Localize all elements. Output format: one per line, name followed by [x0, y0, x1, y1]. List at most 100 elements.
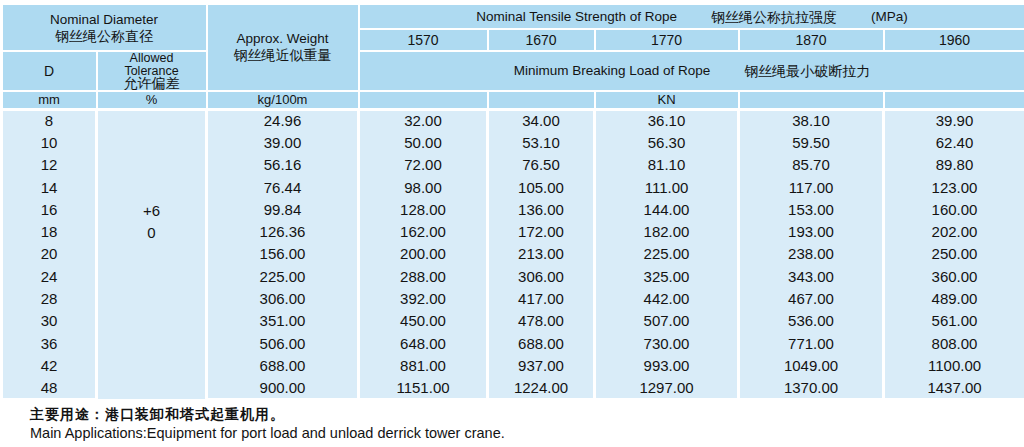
- unit-mm-cell: mm: [2, 91, 97, 110]
- cell-weight: 351.00: [207, 310, 359, 332]
- cell-weight: 24.96: [207, 109, 359, 131]
- cell-breaking-load: 993.00: [595, 354, 739, 376]
- cell-breaking-load: 76.50: [488, 154, 595, 176]
- header-approx-weight: Approx. Weight 钢丝绳近似重量: [207, 4, 359, 91]
- strength-grade-1870: 1870: [739, 29, 884, 51]
- cell-weight: 306.00: [207, 287, 359, 309]
- header-tensile-strength-title: Nominal Tensile Strength of Rope 钢丝绳公称抗拉…: [359, 4, 1024, 29]
- strength-grade-1770: 1770: [595, 29, 739, 51]
- cell-breaking-load: 1370.00: [739, 377, 884, 399]
- cell-weight: 900.00: [207, 377, 359, 399]
- table-row: 8+6024.9632.0034.0036.1038.1039.90: [2, 109, 1024, 131]
- footer-usage-en: Main Applications:Equipment for port loa…: [30, 424, 990, 443]
- cell-weight: 56.16: [207, 154, 359, 176]
- strength-grade-1670: 1670: [488, 29, 595, 51]
- unit-empty-cell: [884, 91, 1024, 110]
- tolerance-value-plus: +6: [98, 200, 205, 222]
- cell-breaking-load: 32.00: [359, 109, 488, 131]
- cell-breaking-load: 111.00: [595, 176, 739, 198]
- cell-breaking-load: 561.00: [884, 310, 1024, 332]
- cell-breaking-load: 182.00: [595, 220, 739, 242]
- cell-breaking-load: 881.00: [359, 354, 488, 376]
- cell-diameter: 30: [2, 310, 97, 332]
- cell-diameter: 24: [2, 265, 97, 287]
- unit-empty-cell: [488, 91, 595, 110]
- approx-weight-en: Approx. Weight: [208, 31, 358, 47]
- cell-breaking-load: 160.00: [884, 198, 1024, 220]
- cell-breaking-load: 808.00: [884, 332, 1024, 354]
- cell-breaking-load: 730.00: [595, 332, 739, 354]
- cell-breaking-load: 1100.00: [884, 354, 1024, 376]
- cell-breaking-load: 72.00: [359, 154, 488, 176]
- cell-breaking-load: 648.00: [359, 332, 488, 354]
- cell-diameter: 14: [2, 176, 97, 198]
- cell-weight: 39.00: [207, 131, 359, 153]
- tensile-title-zh: 钢丝绳公称抗拉强度: [711, 9, 837, 25]
- cell-breaking-load: 123.00: [884, 176, 1024, 198]
- cell-breaking-load: 136.00: [488, 198, 595, 220]
- tolerance-label-zh: 允许偏差: [98, 77, 206, 90]
- cell-breaking-load: 771.00: [739, 332, 884, 354]
- cell-breaking-load: 153.00: [739, 198, 884, 220]
- header-allowed-tolerance: Allowed Tolerance 允许偏差: [97, 51, 207, 91]
- cell-diameter: 8: [2, 109, 97, 131]
- cell-weight: 76.44: [207, 176, 359, 198]
- cell-breaking-load: 1437.00: [884, 377, 1024, 399]
- cell-diameter: 12: [2, 154, 97, 176]
- cell-diameter: 16: [2, 198, 97, 220]
- cell-diameter: 10: [2, 131, 97, 153]
- cell-breaking-load: 81.10: [595, 154, 739, 176]
- cell-breaking-load: 450.00: [359, 310, 488, 332]
- cell-weight: 99.84: [207, 198, 359, 220]
- cell-breaking-load: 117.00: [739, 176, 884, 198]
- cell-breaking-load: 59.50: [739, 131, 884, 153]
- page: Nominal Diameter 钢丝绳公称直径 Approx. Weight …: [0, 0, 1024, 447]
- cell-weight: 506.00: [207, 332, 359, 354]
- cell-breaking-load: 507.00: [595, 310, 739, 332]
- cell-weight: 156.00: [207, 243, 359, 265]
- cell-breaking-load: 98.00: [359, 176, 488, 198]
- unit-weight-cell: kg/100m: [207, 91, 359, 110]
- cell-diameter: 20: [2, 243, 97, 265]
- cell-breaking-load: 162.00: [359, 220, 488, 242]
- cell-breaking-load: 128.00: [359, 198, 488, 220]
- unit-empty-cell: [739, 91, 884, 110]
- cell-breaking-load: 193.00: [739, 220, 884, 242]
- cell-diameter: 18: [2, 220, 97, 242]
- cell-breaking-load: 1049.00: [739, 354, 884, 376]
- cell-breaking-load: 38.10: [739, 109, 884, 131]
- header-nominal-diameter: Nominal Diameter 钢丝绳公称直径: [2, 4, 207, 51]
- cell-breaking-load: 36.10: [595, 109, 739, 131]
- cell-breaking-load: 325.00: [595, 265, 739, 287]
- cell-breaking-load: 417.00: [488, 287, 595, 309]
- cell-breaking-load: 225.00: [595, 243, 739, 265]
- cell-breaking-load: 202.00: [884, 220, 1024, 242]
- cell-breaking-load: 1151.00: [359, 377, 488, 399]
- tolerance-value-zero: 0: [98, 222, 205, 244]
- rope-spec-table: Nominal Diameter 钢丝绳公称直径 Approx. Weight …: [0, 3, 1024, 400]
- strength-grade-1960: 1960: [884, 29, 1024, 51]
- cell-tolerance: +60: [97, 109, 207, 399]
- unit-percent-cell: %: [97, 91, 207, 110]
- cell-breaking-load: 1297.00: [595, 377, 739, 399]
- cell-weight: 126.36: [207, 220, 359, 242]
- cell-weight: 688.00: [207, 354, 359, 376]
- footer-usage-zh: 主要用途：港口装卸和塔式起重机用。: [30, 405, 990, 424]
- breaking-title-en: Minimum Breaking Load of Rope: [514, 63, 711, 79]
- unit-empty-cell: [359, 91, 488, 110]
- cell-breaking-load: 238.00: [739, 243, 884, 265]
- cell-breaking-load: 53.10: [488, 131, 595, 153]
- cell-breaking-load: 34.00: [488, 109, 595, 131]
- cell-breaking-load: 144.00: [595, 198, 739, 220]
- cell-diameter: 36: [2, 332, 97, 354]
- footer: 主要用途：港口装卸和塔式起重机用。 Main Applications:Equi…: [30, 405, 990, 443]
- cell-breaking-load: 62.40: [884, 131, 1024, 153]
- header-breaking-load-title: Minimum Breaking Load of Rope 钢丝绳最小破断拉力: [359, 51, 1024, 91]
- cell-breaking-load: 343.00: [739, 265, 884, 287]
- tolerance-label-line1: Allowed: [98, 52, 206, 65]
- header-d: D: [2, 51, 97, 91]
- unit-kn-cell: KN: [595, 91, 739, 110]
- cell-breaking-load: 200.00: [359, 243, 488, 265]
- tensile-unit-mpa: (MPa): [871, 9, 908, 25]
- nominal-diameter-en: Nominal Diameter: [3, 12, 206, 28]
